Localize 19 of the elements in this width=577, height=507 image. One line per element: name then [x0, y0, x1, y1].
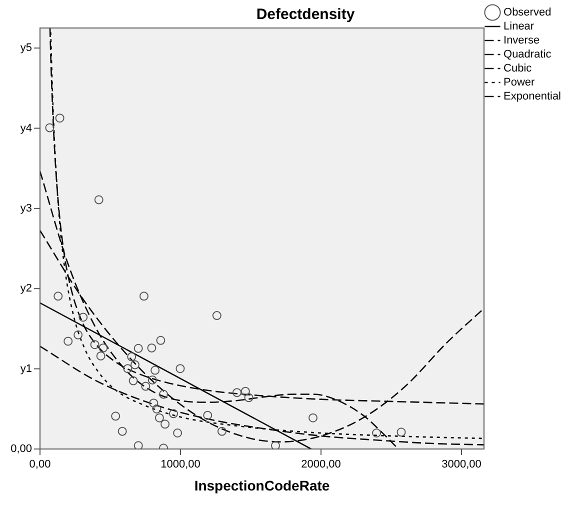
legend-label: Inverse	[504, 34, 540, 47]
legend-label: Cubic	[504, 62, 532, 75]
text: y2	[20, 282, 32, 295]
legend-label: Linear	[504, 20, 534, 33]
legend-label: Observed	[504, 6, 552, 19]
legend-label: Quadratic	[504, 48, 552, 61]
chart-title: Defectdensity	[256, 6, 356, 24]
text: 0,00	[10, 443, 32, 456]
text: y1	[20, 362, 32, 375]
x-axis-title: InspectionCodeRate	[194, 477, 330, 494]
x-tick-label: 2000,00	[301, 458, 341, 471]
text: y4	[20, 122, 32, 134]
x-tick-label: 1000,00	[160, 458, 200, 471]
text: y5	[20, 42, 32, 54]
legend-label: Exponential	[504, 90, 562, 103]
x-tick-label: 0,00	[29, 458, 51, 471]
x-tick-label: 3000,00	[442, 458, 482, 471]
text: y3	[20, 202, 32, 214]
legend-label: Power	[504, 76, 536, 89]
